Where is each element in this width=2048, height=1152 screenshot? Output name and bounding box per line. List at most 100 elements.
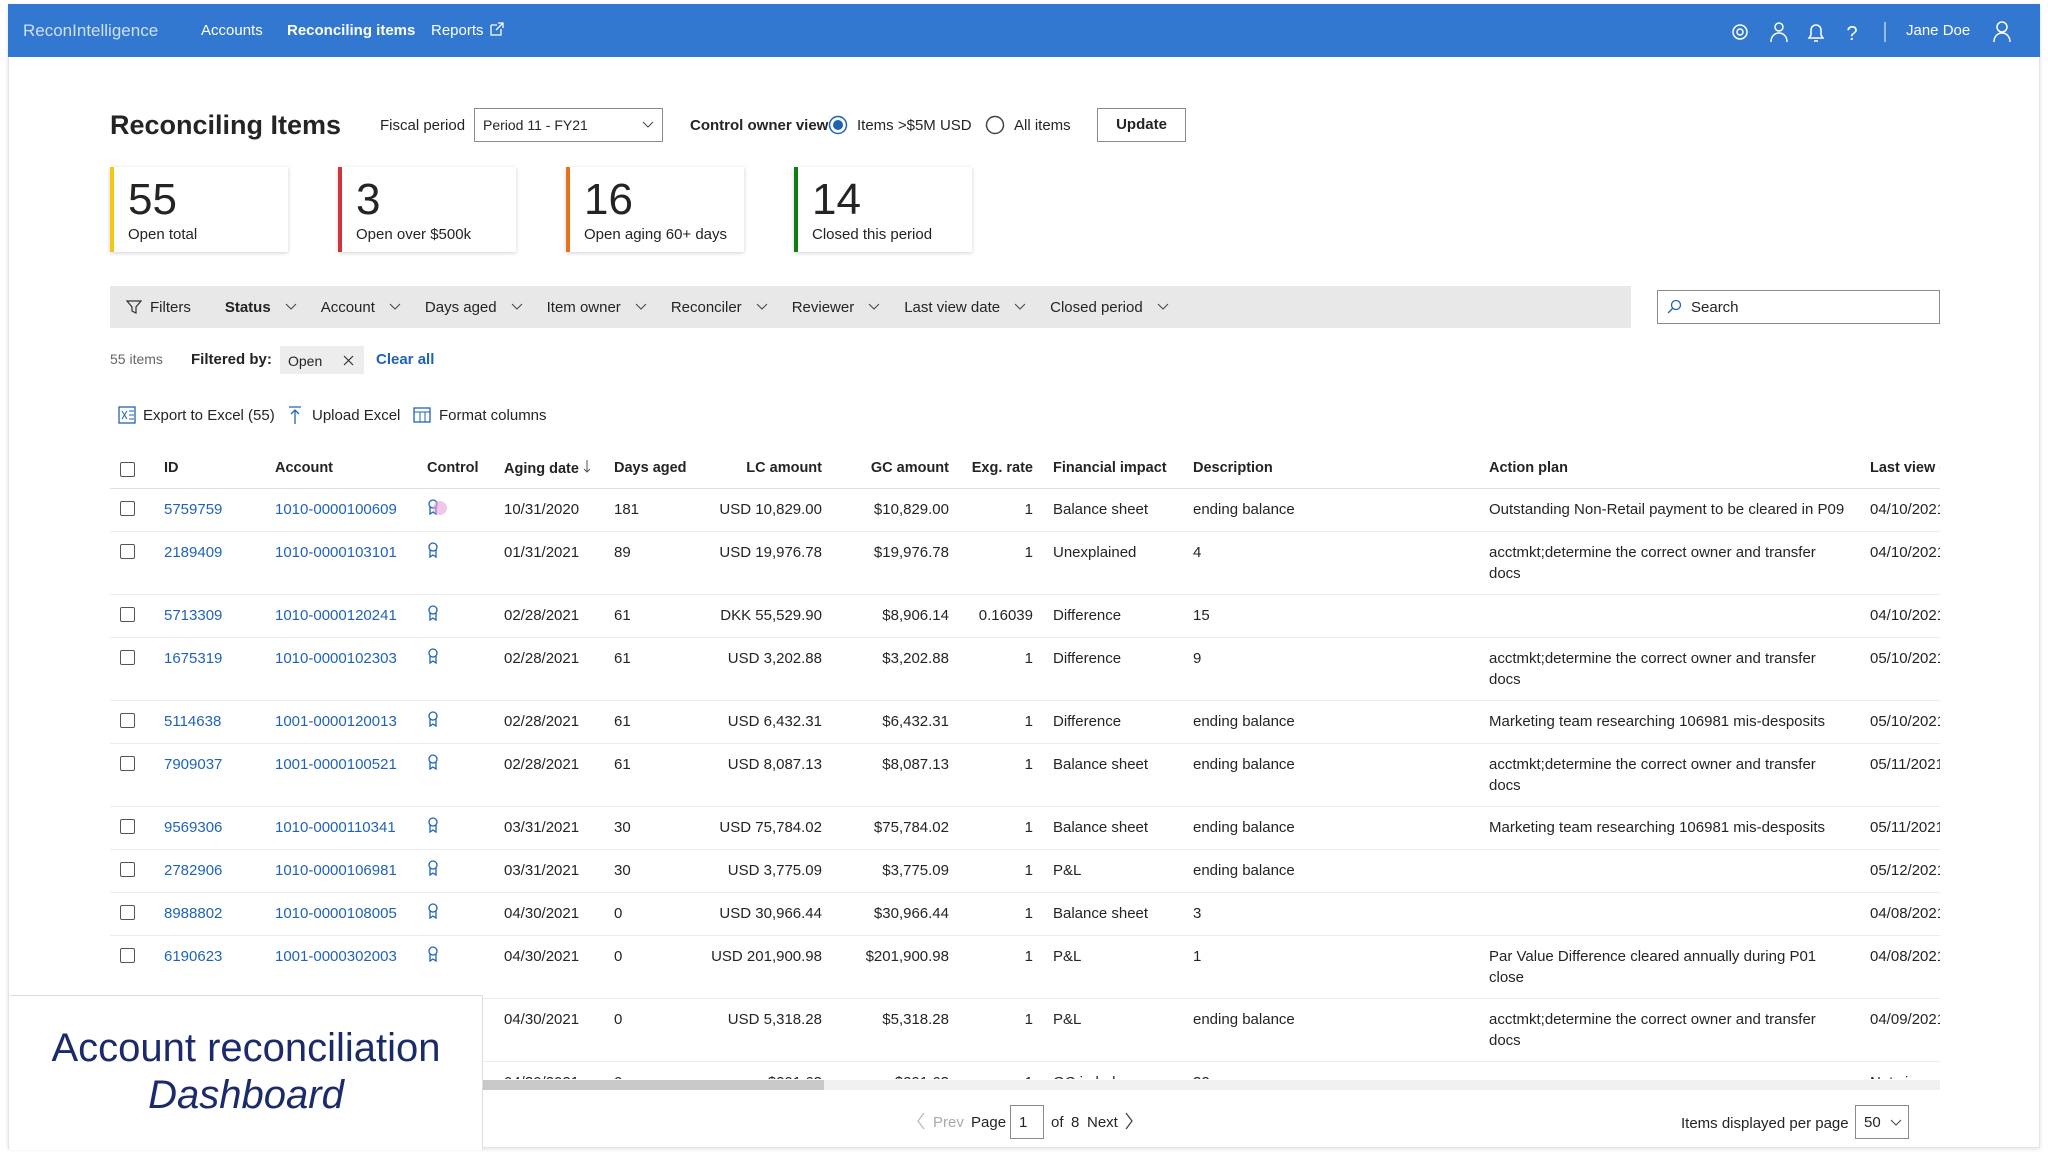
cell[interactable]: 5114638 bbox=[154, 700, 265, 744]
checkbox-box[interactable] bbox=[120, 905, 135, 920]
column-header[interactable]: Financial impact bbox=[1043, 448, 1183, 489]
control-icon[interactable] bbox=[427, 648, 439, 665]
checkbox-box[interactable] bbox=[120, 756, 135, 771]
table-row[interactable]: 9569306 1010-0000110341 03/31/2021 30 USD 75… bbox=[110, 806, 1940, 850]
column-header[interactable]: Last view date bbox=[1860, 448, 1940, 489]
table-row[interactable]: 5713309 1010-0000120241 02/28/2021 61 DKK 55… bbox=[110, 594, 1940, 638]
row-select[interactable] bbox=[110, 531, 154, 595]
checkbox-box[interactable] bbox=[120, 544, 135, 559]
checkbox-box[interactable] bbox=[120, 862, 135, 877]
header-icons[interactable]: ? bbox=[1729, 20, 1889, 44]
filters-label[interactable]: Filters bbox=[150, 298, 191, 316]
cell[interactable]: 1010-0000110341 bbox=[265, 806, 417, 850]
control-icon[interactable] bbox=[427, 542, 439, 559]
column-header[interactable]: Account bbox=[265, 448, 417, 489]
table-row[interactable]: 2782906 1010-0000106981 03/31/2021 30 USD 3,… bbox=[110, 849, 1940, 893]
control-icon[interactable] bbox=[427, 711, 439, 728]
cell[interactable]: 5713309 bbox=[154, 594, 265, 638]
next[interactable]: Next bbox=[1087, 1114, 1118, 1131]
cell[interactable]: 1010-0000106981 bbox=[265, 849, 417, 893]
control-icon[interactable] bbox=[427, 605, 439, 622]
action[interactable]: Upload Excel bbox=[312, 407, 401, 424]
filter-dropdown[interactable]: Last view date bbox=[904, 299, 1026, 316]
row-select[interactable] bbox=[110, 488, 154, 532]
column-header[interactable]: ID bbox=[154, 448, 265, 489]
cell[interactable]: 2782906 bbox=[154, 849, 265, 893]
user-name[interactable]: Jane Doe bbox=[1906, 22, 1971, 39]
checkbox-box[interactable] bbox=[120, 501, 135, 516]
nav-link[interactable]: Reconciling items bbox=[287, 22, 416, 39]
filter-dropdown[interactable]: Status bbox=[225, 299, 297, 316]
prev[interactable]: Prev bbox=[933, 1114, 964, 1131]
nav-link[interactable]: Reports bbox=[431, 22, 484, 39]
search-box[interactable]: Search bbox=[1657, 290, 1940, 324]
nav-link[interactable]: Accounts bbox=[201, 22, 263, 39]
cell[interactable]: 1001-0000100521 bbox=[265, 743, 417, 807]
cell[interactable]: 9569306 bbox=[154, 806, 265, 850]
user-icon[interactable] bbox=[1992, 20, 2014, 44]
cell[interactable]: 1010-0000120241 bbox=[265, 594, 417, 638]
cell[interactable]: 1675319 bbox=[154, 637, 265, 701]
checkbox-box[interactable] bbox=[120, 461, 135, 477]
cell[interactable]: 8988802 bbox=[154, 892, 265, 936]
filter-chip[interactable]: Open bbox=[280, 346, 364, 374]
radio-label[interactable]: Items >$5M USD bbox=[857, 117, 972, 134]
checkbox-box[interactable] bbox=[120, 607, 135, 622]
control-icon[interactable] bbox=[427, 860, 439, 877]
filter-dropdown[interactable]: Reconciler bbox=[671, 299, 768, 316]
row-select[interactable] bbox=[110, 935, 154, 999]
table-row[interactable]: 1675319 1010-0000102303 02/28/2021 61 USD 3,… bbox=[110, 637, 1940, 701]
table-row[interactable]: 5759759 1010-0000100609 10/31/2020 181 USD 1… bbox=[110, 488, 1940, 532]
cell[interactable]: 2189409 bbox=[154, 531, 265, 595]
brand[interactable]: ReconIntelligence bbox=[23, 21, 159, 40]
table-row[interactable]: 2189409 1010-0000103101 01/31/2021 89 USD 19… bbox=[110, 531, 1940, 595]
row-select[interactable] bbox=[110, 637, 154, 701]
cell[interactable]: 6190623 bbox=[154, 935, 265, 999]
control-icon[interactable] bbox=[427, 754, 439, 771]
cell[interactable]: 1010-0000102303 bbox=[265, 637, 417, 701]
action[interactable]: Format columns bbox=[439, 407, 547, 424]
action[interactable]: Export to Excel (55) bbox=[143, 407, 275, 424]
row-select[interactable] bbox=[110, 743, 154, 807]
control-icon[interactable] bbox=[427, 946, 439, 963]
h-scrollbar[interactable] bbox=[482, 1080, 1940, 1090]
row-select[interactable] bbox=[110, 700, 154, 744]
radio-label[interactable]: All items bbox=[1014, 117, 1071, 134]
filter-dropdown[interactable]: Account bbox=[321, 299, 401, 316]
checkbox-box[interactable] bbox=[120, 713, 135, 728]
cell[interactable]: 7909037 bbox=[154, 743, 265, 807]
cell[interactable]: 1010-0000103101 bbox=[265, 531, 417, 595]
column-header[interactable]: Exg. rate bbox=[959, 448, 1043, 489]
column-header[interactable]: Description bbox=[1183, 448, 1479, 489]
clear-all[interactable]: Clear all bbox=[376, 351, 435, 368]
select-all[interactable] bbox=[110, 448, 154, 489]
column-header[interactable]: Aging date bbox=[494, 448, 604, 489]
row-select[interactable] bbox=[110, 594, 154, 638]
cell[interactable]: 1001-0000302003 bbox=[265, 935, 417, 999]
control-icon[interactable] bbox=[427, 903, 439, 920]
cell[interactable]: 1001-0000120013 bbox=[265, 700, 417, 744]
filter-dropdown[interactable]: Days aged bbox=[425, 299, 523, 316]
column-header[interactable]: Days aged bbox=[604, 448, 690, 489]
page-input[interactable]: 1 bbox=[1010, 1105, 1044, 1139]
radio[interactable] bbox=[985, 115, 1005, 135]
cell[interactable]: 1010-0000100609 bbox=[265, 488, 417, 532]
column-header[interactable]: Action plan bbox=[1479, 448, 1860, 489]
table-row[interactable]: 6190623 1001-0000302003 04/30/2021 0 USD 201… bbox=[110, 935, 1940, 999]
table-row[interactable]: 5114638 1001-0000120013 02/28/2021 61 USD 6,… bbox=[110, 700, 1940, 744]
fiscal-select[interactable]: Period 11 - FY21 bbox=[474, 108, 663, 142]
filter-dropdown[interactable]: Reviewer bbox=[792, 299, 881, 316]
per-page-select[interactable]: 50 bbox=[1855, 1105, 1909, 1139]
column-header[interactable]: Control bbox=[417, 448, 494, 489]
filter-dropdown[interactable]: Closed period bbox=[1050, 299, 1169, 316]
column-header[interactable]: LC amount bbox=[690, 448, 832, 489]
control-icon[interactable] bbox=[427, 817, 439, 834]
row-select[interactable] bbox=[110, 849, 154, 893]
checkbox-box[interactable] bbox=[120, 650, 135, 665]
update-button[interactable]: Update bbox=[1097, 108, 1186, 142]
table-row[interactable]: 8988802 1010-0000108005 04/30/2021 0 USD 30,… bbox=[110, 892, 1940, 936]
scroll-thumb[interactable] bbox=[482, 1080, 824, 1090]
row-select[interactable] bbox=[110, 806, 154, 850]
checkbox-box[interactable] bbox=[120, 819, 135, 834]
checkbox-box[interactable] bbox=[120, 948, 135, 963]
